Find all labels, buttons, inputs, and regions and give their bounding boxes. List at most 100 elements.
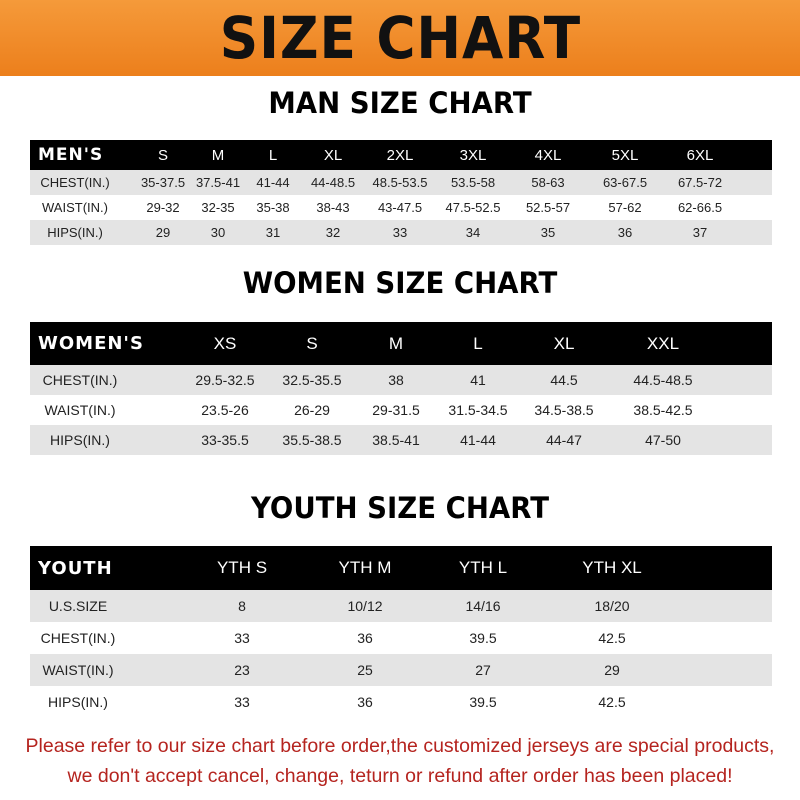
size-chart-banner: SIZE CHART (0, 0, 800, 76)
banner-title: SIZE CHART (219, 4, 581, 72)
measurement-cell: 47.5-52.5 (445, 200, 501, 215)
women-section-title: WOMEN SIZE CHART (242, 266, 558, 300)
size-header-cell: S (306, 333, 318, 353)
measurement-cell: 29 (604, 662, 620, 678)
measurement-cell: 37 (692, 225, 708, 240)
measurement-cell: 14/16 (465, 598, 501, 614)
table-row: WAIST(IN.) 29-32 32-35 35-38 38-43 43-47.5 47.… (30, 195, 772, 220)
measurement-cell: 67.5-72 (677, 175, 723, 190)
size-header-cell: YTH S (216, 558, 268, 577)
measurement-cell: 44.5 (550, 372, 578, 388)
size-header-cell: 3XL (459, 146, 487, 164)
measurement-cell: 53.5-58 (450, 175, 496, 190)
measurement-cell: 33 (392, 225, 408, 240)
row-label: U.S.SIZE (48, 598, 108, 614)
measurement-cell: 30 (210, 225, 226, 240)
size-header-cell: M (388, 333, 404, 353)
measurement-cell: 33 (234, 694, 250, 710)
measurement-cell: 8 (238, 598, 246, 614)
measurement-cell: 48.5-53.5 (372, 175, 428, 190)
size-header-cell: 6XL (686, 146, 714, 164)
measurement-cell: 57-62 (608, 200, 642, 215)
table-title-cell: MEN'S (38, 145, 104, 165)
measurement-cell: 36 (617, 225, 633, 240)
size-header-cell: 2XL (386, 146, 414, 164)
row-label: HIPS(IN.) (48, 694, 108, 710)
measurement-cell: 58-63 (531, 175, 565, 190)
measurement-cell: 23 (234, 662, 250, 678)
measurement-cell: 29-32 (146, 200, 180, 215)
size-header-cell: XS (213, 333, 237, 353)
row-label: WAIST(IN.) (42, 200, 108, 215)
measurement-cell: 44-48.5 (310, 175, 356, 190)
measurement-cell: 35-38 (256, 200, 290, 215)
measurement-cell: 32.5-35.5 (282, 372, 342, 388)
table-row: U.S.SIZE 8 10/12 14/16 18/20 (30, 590, 772, 622)
row-label: CHEST(IN.) (40, 630, 116, 646)
measurement-cell: 31 (265, 225, 281, 240)
measurement-cell: 18/20 (594, 598, 630, 614)
measurement-cell: 29 (155, 225, 171, 240)
table-row: CHEST(IN.) 33 36 39.5 42.5 (30, 622, 772, 654)
size-header-cell: XL (553, 333, 575, 353)
table-row: CHEST(IN.) 35-37.5 37.5-41 41-44 44-48.5 48.5… (30, 170, 772, 195)
table-row: HIPS(IN.) 33-35.5 35.5-38.5 38.5-41 41-44 44-… (30, 425, 772, 455)
measurement-cell: 10/12 (347, 598, 383, 614)
measurement-cell: 36 (357, 694, 373, 710)
table-row: HIPS(IN.) 29 30 31 32 33 34 35 36 37 (30, 220, 772, 245)
size-header-cell: L (268, 146, 278, 164)
row-label: HIPS(IN.) (47, 225, 103, 240)
table-title-cell: WOMEN'S (38, 333, 144, 354)
measurement-cell: 42.5 (598, 694, 626, 710)
measurement-cell: 35.5-38.5 (282, 432, 342, 448)
measurement-cell: 38.5-41 (372, 432, 420, 448)
row-label: CHEST(IN.) (40, 175, 110, 190)
row-label: WAIST(IN.) (44, 402, 116, 418)
measurement-cell: 62-66.5 (677, 200, 723, 215)
measurement-cell: 29-31.5 (372, 402, 420, 418)
measurement-cell: 27 (475, 662, 491, 678)
measurement-cell: 31.5-34.5 (448, 402, 508, 418)
measurement-cell: 63-67.5 (602, 175, 648, 190)
measurement-cell: 38 (388, 372, 404, 388)
size-header-cell: YTH L (458, 558, 508, 577)
measurement-cell: 44.5-48.5 (633, 372, 693, 388)
measurement-cell: 44-47 (546, 432, 582, 448)
measurement-cell: 34 (465, 225, 481, 240)
measurement-cell: 39.5 (469, 694, 497, 710)
size-header-cell: M (211, 146, 225, 164)
measurement-cell: 43-47.5 (377, 200, 423, 215)
row-label: HIPS(IN.) (50, 432, 110, 448)
measurement-cell: 41 (470, 372, 486, 388)
measurement-cell: 33 (234, 630, 250, 646)
measurement-cell: 47-50 (645, 432, 681, 448)
measurement-cell: 23.5-26 (201, 402, 249, 418)
table-row: CHEST(IN.) 29.5-32.5 32.5-35.5 38 41 44.5 44.5… (30, 365, 772, 395)
table-row: WAIST(IN.) 23.5-26 26-29 29-31.5 31.5-34.5 34… (30, 395, 772, 425)
measurement-cell: 35 (540, 225, 556, 240)
measurement-cell: 41-44 (256, 175, 290, 190)
table-row: WAIST(IN.) 23 25 27 29 (30, 654, 772, 686)
size-header-cell: 4XL (534, 146, 562, 164)
size-header-cell: XL (323, 146, 343, 164)
youth-size-table: YOUTH YTH S YTH M YTH L YTH XL U.S.SIZE 8 10/12… (30, 546, 772, 718)
measurement-cell: 38-43 (316, 200, 350, 215)
measurement-cell: 26-29 (294, 402, 330, 418)
table-header-row: MEN'S S M L XL 2XL 3XL 4XL 5XL 6XL (30, 140, 772, 170)
youth-section-title: YOUTH SIZE CHART (250, 491, 550, 525)
size-header-cell: XXL (646, 333, 680, 353)
size-header-cell: S (157, 146, 169, 164)
table-header-row: YOUTH YTH S YTH M YTH L YTH XL (30, 546, 772, 590)
measurement-cell: 29.5-32.5 (195, 372, 255, 388)
measurement-cell: 42.5 (598, 630, 626, 646)
measurement-cell: 39.5 (469, 630, 497, 646)
measurement-cell: 32 (325, 225, 341, 240)
measurement-cell: 25 (357, 662, 373, 678)
size-header-cell: YTH XL (582, 558, 642, 577)
notice-line-2: we don't accept cancel, change, teturn o… (67, 765, 733, 787)
measurement-cell: 37.5-41 (195, 175, 241, 190)
measurement-cell: 41-44 (460, 432, 496, 448)
measurement-cell: 38.5-42.5 (633, 402, 693, 418)
notice-line-1: Please refer to our size chart before or… (25, 735, 775, 757)
size-header-cell: YTH M (338, 558, 392, 577)
